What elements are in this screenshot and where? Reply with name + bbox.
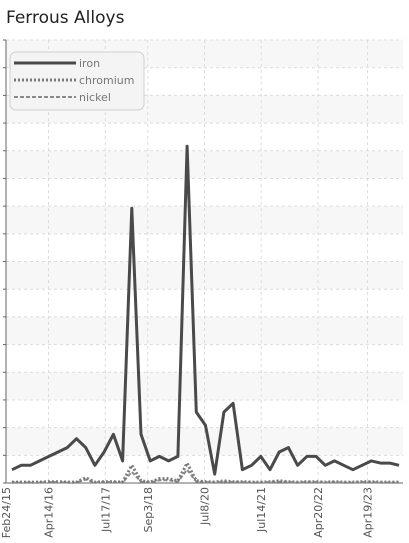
legend: iron chromium nickel <box>9 51 145 111</box>
legend-label-iron: iron <box>79 57 100 70</box>
series-line-chromium <box>12 461 399 484</box>
series-line-iron <box>11 144 400 476</box>
series-layer <box>11 144 400 484</box>
x-tick-label: Feb24/15 <box>0 487 13 538</box>
x-tick-label: Jul14/21 <box>255 487 268 533</box>
x-tick-label: Apr14/16 <box>43 487 56 538</box>
legend-box <box>9 51 145 111</box>
x-tick-labels: Feb24/15 Apr14/16 Jul17/17 Sep3/18 Jul8/20 Ju… <box>0 487 375 538</box>
x-tick-label: Jul8/20 <box>199 487 212 526</box>
legend-label-chromium: chromium <box>79 74 135 87</box>
x-tick-label: Apr20/22 <box>312 487 325 538</box>
legend-label-nickel: nickel <box>79 91 111 104</box>
chart-title: Ferrous Alloys <box>6 8 125 28</box>
x-tick-label: Apr19/23 <box>362 487 375 538</box>
x-tick-label: Sep3/18 <box>142 487 155 532</box>
x-tick-label: Jul17/17 <box>99 487 112 533</box>
